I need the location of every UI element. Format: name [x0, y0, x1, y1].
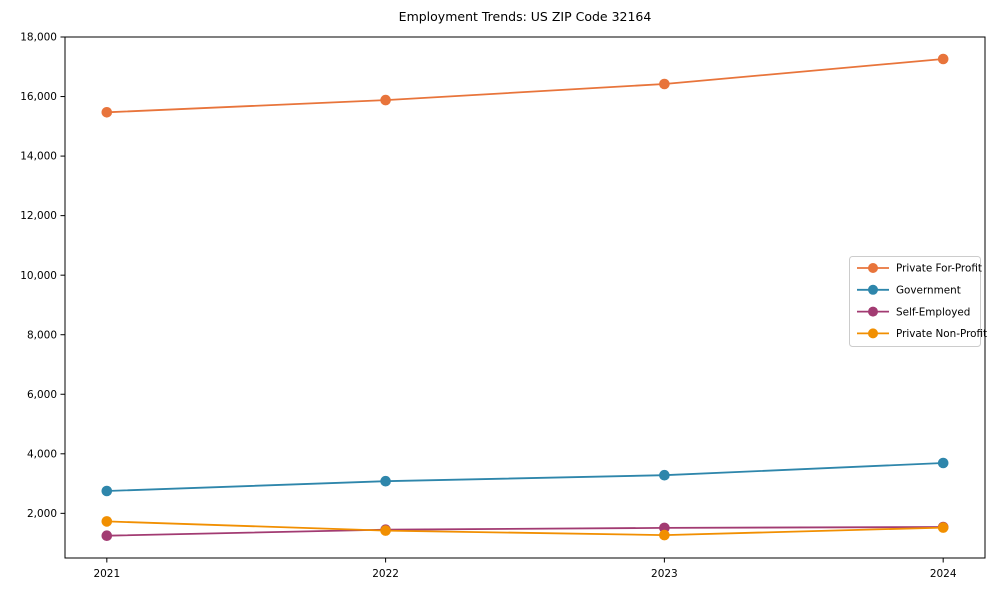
data-point-private-for-profit: [380, 94, 391, 106]
chart-title: Employment Trends: US ZIP Code 32164: [398, 9, 652, 24]
data-point-government: [937, 457, 949, 469]
y-tick-label: 16,000: [20, 91, 57, 103]
y-tick-label: 18,000: [20, 32, 57, 44]
legend-entry-private-non-profit: Private Non-Profit: [857, 328, 987, 340]
series-line-government: [106, 462, 944, 492]
y-tick-label: 14,000: [20, 151, 57, 163]
series-line-self-employed: [106, 526, 944, 537]
series-line-private-for-profit: [106, 58, 944, 114]
data-point-self-employed: [101, 530, 113, 541]
data-point-private-for-profit: [937, 53, 949, 65]
data-point-government: [380, 475, 391, 487]
series-line-private-non-profit: [106, 520, 944, 537]
legend-entry-private-for-profit: Private For-Profit: [857, 263, 982, 275]
legend-entry-self-employed: Self-Employed: [857, 306, 970, 318]
data-point-government: [659, 469, 670, 481]
legend-marker: [868, 284, 878, 295]
legend-marker: [868, 306, 878, 317]
legend: Private For-Profit Government Self-Employe…: [849, 256, 987, 347]
legend-marker: [868, 328, 878, 339]
legend-entry-government: Government: [857, 285, 961, 297]
legend-label: Government: [896, 285, 961, 297]
y-tick-label: 8,000: [27, 329, 57, 341]
x-tick-label: 2023: [651, 568, 678, 580]
x-tick-label: 2022: [372, 568, 399, 580]
data-point-private-non-profit: [380, 525, 391, 536]
data-point-private-non-profit: [937, 522, 949, 533]
legend-box: [849, 256, 981, 347]
y-tick-label: 12,000: [20, 210, 57, 222]
legend-label: Self-Employed: [896, 306, 970, 318]
y-tick-label: 2,000: [27, 508, 57, 520]
x-tick-label: 2021: [93, 568, 120, 580]
y-tick-label: 6,000: [27, 389, 57, 401]
y-tick-label: 10,000: [20, 270, 57, 282]
data-point-private-non-profit: [101, 516, 113, 527]
legend-label: Private Non-Profit: [896, 328, 987, 340]
data-point-private-for-profit: [101, 107, 113, 118]
data-point-private-non-profit: [659, 529, 670, 541]
plot-border: [64, 36, 986, 559]
legend-marker: [868, 263, 878, 273]
data-point-private-for-profit: [659, 78, 670, 90]
x-tick-label: 2024: [930, 568, 957, 580]
data-point-government: [101, 485, 113, 497]
legend-label: Private For-Profit: [896, 263, 982, 275]
y-tick-label: 4,000: [27, 448, 57, 460]
